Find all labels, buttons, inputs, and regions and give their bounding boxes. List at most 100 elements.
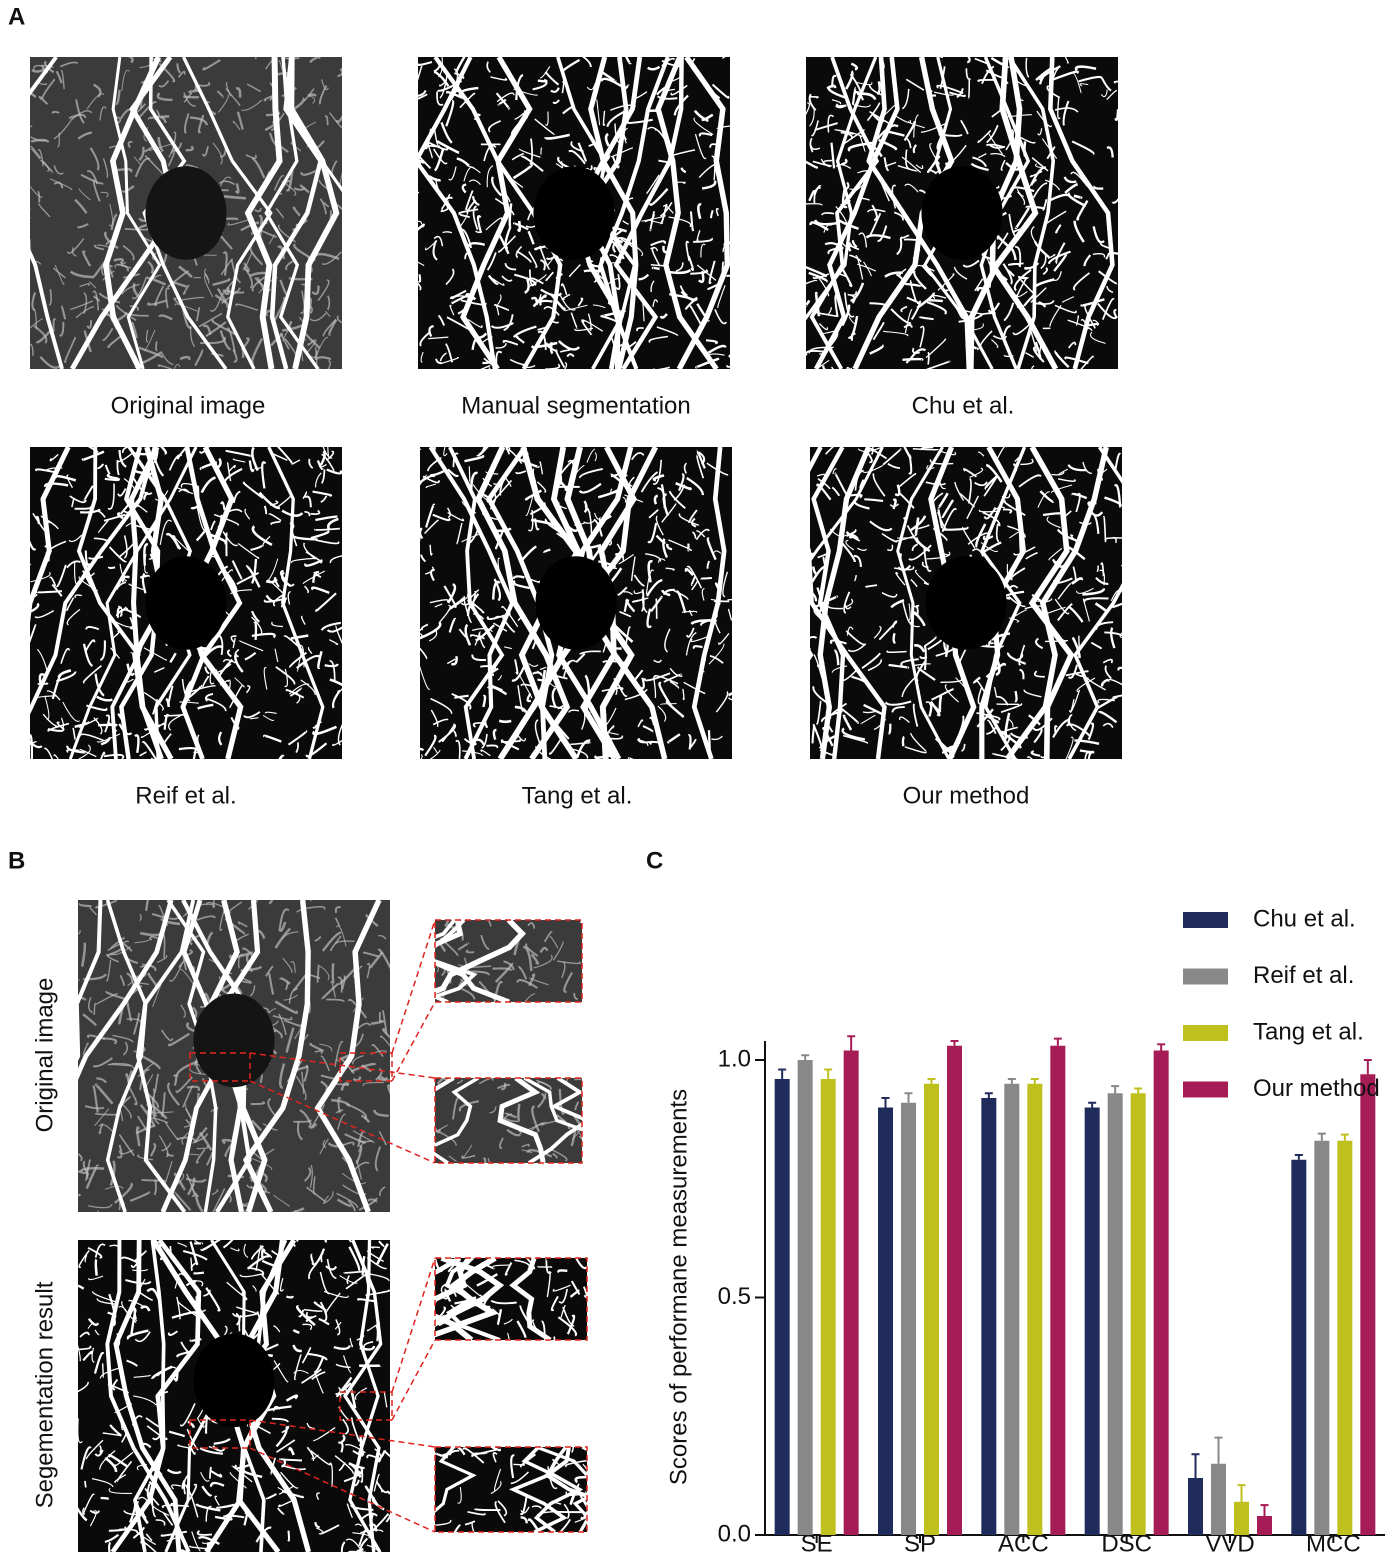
bar xyxy=(947,1045,962,1535)
retina-image xyxy=(78,1240,390,1552)
x-tick-label: ACC xyxy=(998,1530,1049,1552)
zoom-line xyxy=(249,1419,436,1448)
error-bar xyxy=(927,1078,936,1084)
x-tick-label: DSC xyxy=(1101,1530,1152,1552)
retina-image xyxy=(435,1078,582,1163)
bar xyxy=(1234,1501,1249,1535)
bar xyxy=(774,1079,790,1535)
retina-image xyxy=(806,57,1118,369)
bar xyxy=(797,1060,813,1535)
error-bar xyxy=(1134,1087,1143,1094)
inset-box xyxy=(434,1446,588,1533)
y-tick-label: 1.0 xyxy=(718,1045,751,1072)
retina-image xyxy=(435,920,582,1002)
inset-box xyxy=(339,1052,393,1082)
error-bar xyxy=(1317,1132,1326,1141)
bar xyxy=(1188,1478,1203,1535)
error-bar xyxy=(1157,1043,1166,1051)
bar xyxy=(878,1107,893,1535)
y-axis-label: Scores of performane measurements xyxy=(665,1089,692,1485)
error-bar xyxy=(1260,1504,1269,1516)
zoom-line xyxy=(391,919,436,1054)
legend-swatch xyxy=(1183,1081,1228,1098)
bar xyxy=(981,1098,997,1535)
error-bar xyxy=(950,1040,959,1046)
caption: Reif et al. xyxy=(135,782,236,809)
bar xyxy=(1211,1463,1226,1535)
error-bar xyxy=(1237,1484,1246,1502)
panel-label: B xyxy=(8,847,25,874)
bar xyxy=(1004,1083,1020,1535)
images xyxy=(30,57,1122,1552)
caption: Tang et al. xyxy=(522,782,633,809)
zoom-line xyxy=(391,1001,436,1082)
error-bar xyxy=(1053,1037,1062,1046)
legend-swatch xyxy=(1183,968,1228,985)
caption: Chu et al. xyxy=(912,392,1015,419)
bar xyxy=(1027,1083,1043,1535)
inset-box xyxy=(434,1077,583,1164)
retina-image xyxy=(435,1258,587,1340)
bar xyxy=(1050,1045,1066,1535)
retina-image xyxy=(435,1447,587,1532)
zoom-line xyxy=(249,1080,436,1164)
legend-label: Chu et al. xyxy=(1253,905,1356,932)
error-bar xyxy=(801,1054,810,1060)
caption: Manual segmentation xyxy=(461,392,690,419)
zoom-line xyxy=(249,1447,436,1533)
error-bar xyxy=(1088,1101,1097,1108)
retina-image xyxy=(30,57,342,369)
zoom-line xyxy=(249,1052,436,1079)
error-bar xyxy=(1363,1059,1372,1075)
legend-swatch xyxy=(1183,1025,1228,1041)
retina-image xyxy=(78,900,390,1212)
retina-image xyxy=(418,57,730,369)
bar xyxy=(1153,1050,1169,1535)
retina-image xyxy=(420,447,732,759)
x-tick-label: MCC xyxy=(1306,1530,1361,1552)
inset-box xyxy=(434,1257,588,1341)
bar xyxy=(843,1050,859,1535)
error-bar xyxy=(881,1097,890,1108)
row-label: Segementation result xyxy=(31,1281,58,1508)
bar-chart: 0.0 0.5 1.0 SE SP ACC DSC VVD MCC Chu et al. Reif … xyxy=(718,905,1385,1552)
legend-label: Our method xyxy=(1253,1075,1380,1102)
retina-image xyxy=(810,447,1122,759)
y-tick-label: 0.0 xyxy=(718,1520,751,1547)
row-label: Original image xyxy=(31,978,58,1133)
bar xyxy=(1257,1516,1272,1535)
inset-box xyxy=(434,919,583,1003)
bar xyxy=(1084,1107,1100,1535)
bar xyxy=(1337,1140,1353,1535)
x-tick-label: SP xyxy=(904,1530,936,1552)
legend-swatch xyxy=(1183,912,1228,928)
error-bar xyxy=(847,1035,856,1051)
bar xyxy=(924,1083,939,1535)
legend-label: Reif et al. xyxy=(1253,962,1354,989)
x-tick-label: SE xyxy=(801,1530,833,1552)
error-bar xyxy=(1340,1133,1349,1141)
x-tick-label: VVD xyxy=(1205,1530,1254,1552)
bar xyxy=(1130,1093,1146,1535)
inset-box xyxy=(339,1391,393,1421)
caption: Our method xyxy=(903,782,1030,809)
bar xyxy=(901,1102,916,1535)
zoom-line xyxy=(391,1257,436,1393)
inset-box xyxy=(189,1052,251,1082)
legend-label: Tang et al. xyxy=(1253,1018,1364,1045)
error-bar xyxy=(1191,1453,1200,1478)
bar xyxy=(1107,1093,1123,1535)
error-bar xyxy=(1294,1154,1303,1160)
error-bar xyxy=(778,1068,787,1079)
error-bar xyxy=(824,1068,833,1079)
retina-image xyxy=(30,447,342,759)
zoom-line xyxy=(391,1339,436,1421)
caption: Original image xyxy=(111,392,266,419)
error-bar xyxy=(1007,1078,1016,1084)
panel-label: A xyxy=(8,3,25,30)
error-bar xyxy=(904,1092,913,1103)
error-bar xyxy=(1030,1078,1039,1084)
panel-label: C xyxy=(646,847,663,874)
inset-box xyxy=(189,1419,251,1449)
